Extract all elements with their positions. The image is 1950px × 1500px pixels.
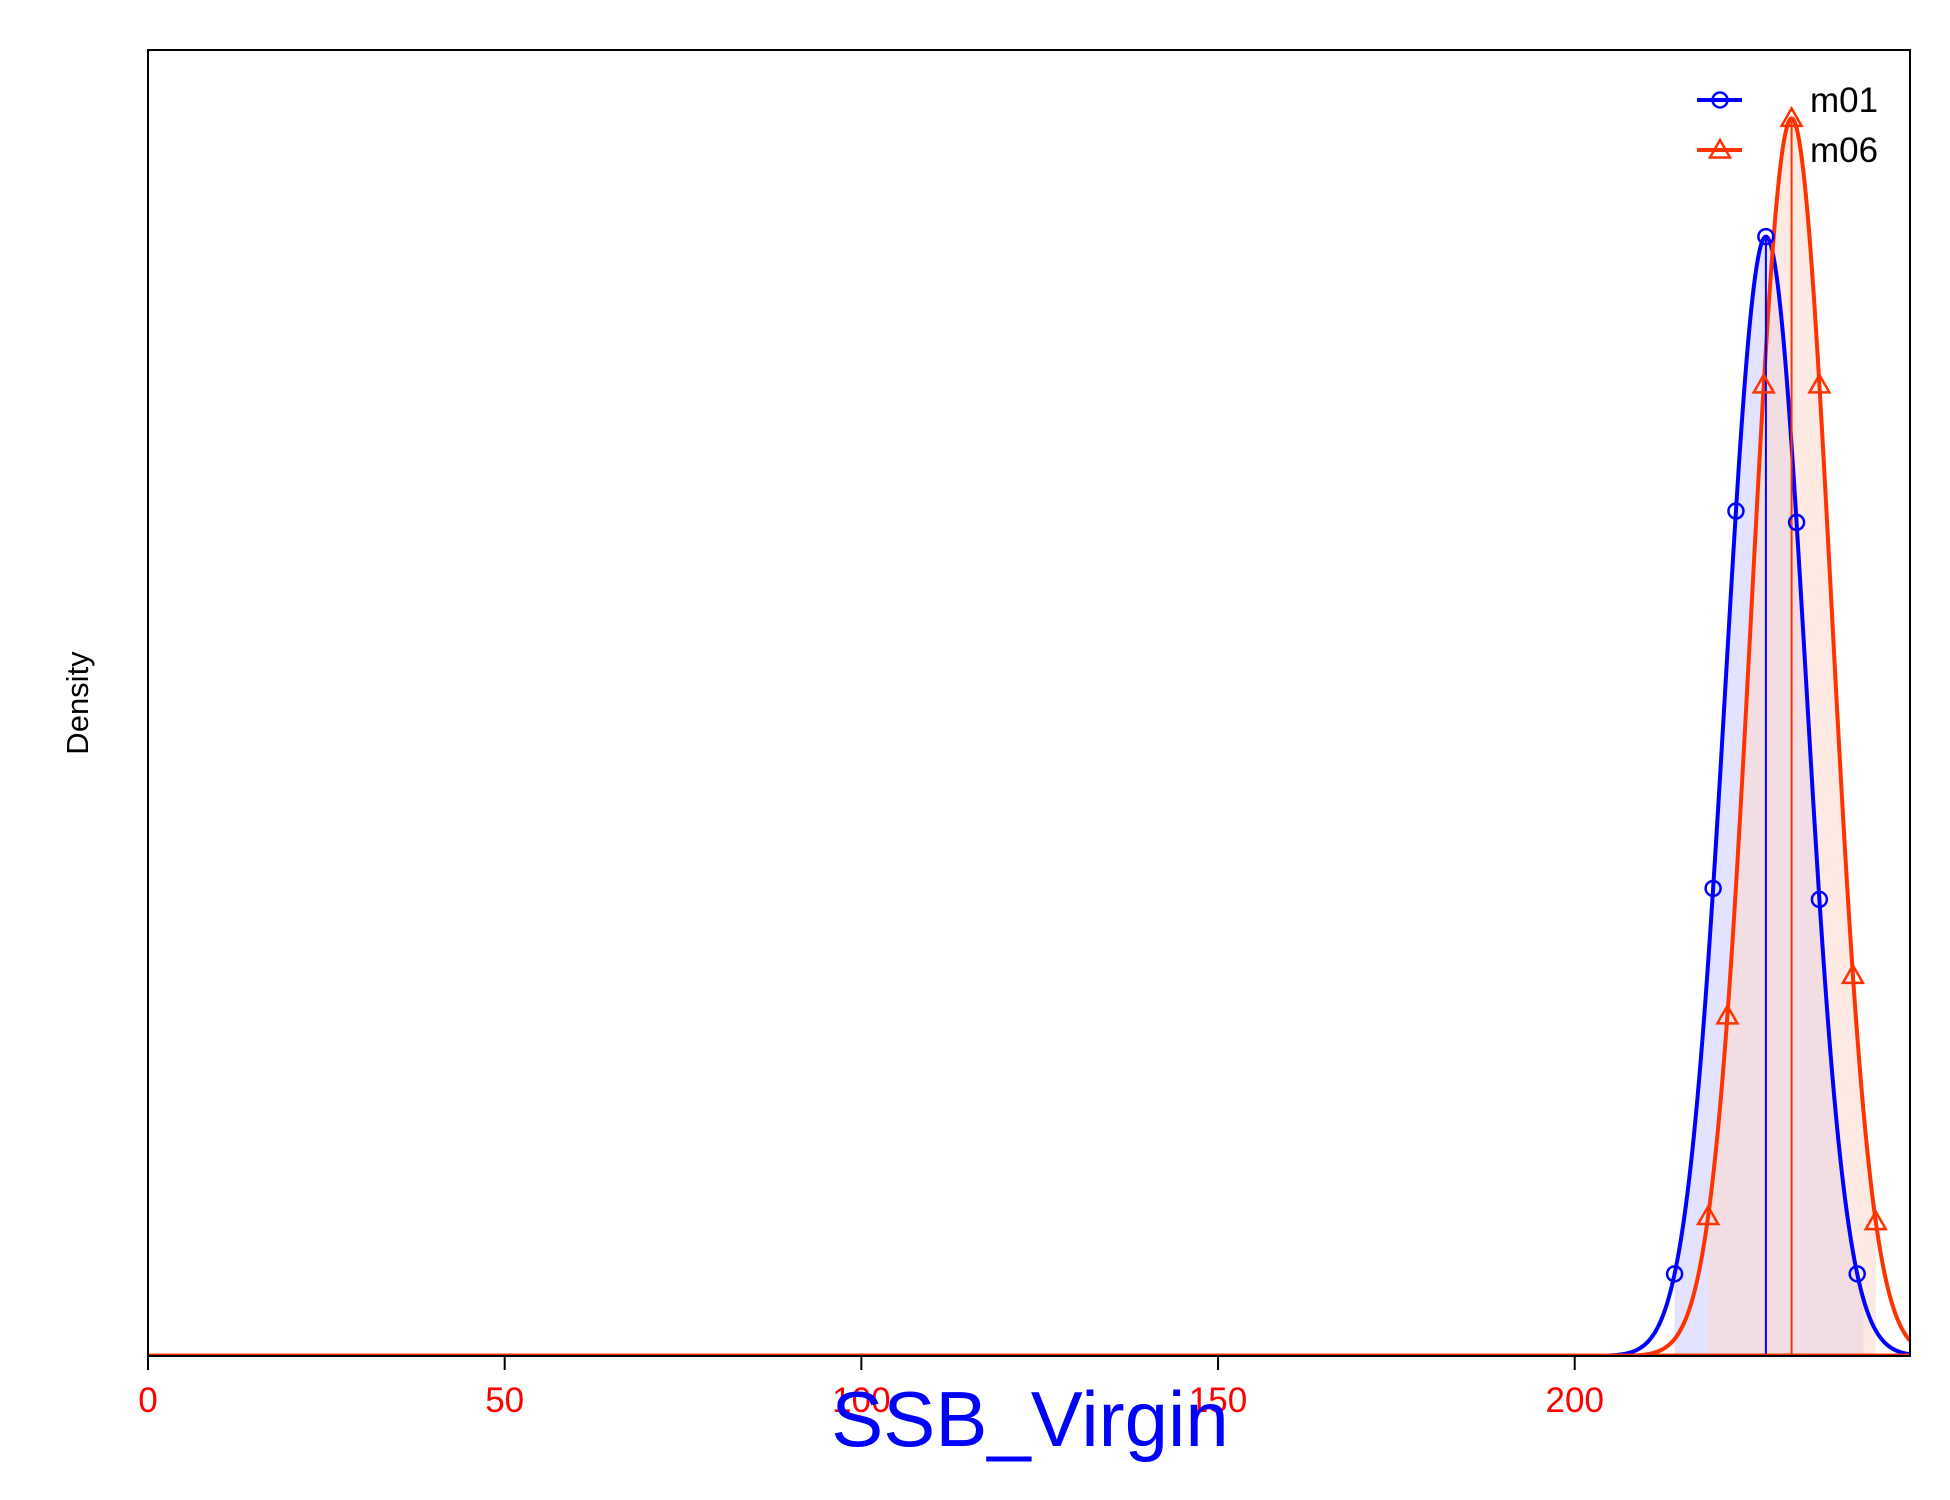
point-m06 — [1840, 962, 1866, 985]
legend-item-m01: m01 — [1697, 81, 1878, 120]
point-m01 — [1757, 227, 1775, 246]
point-m06 — [1695, 1203, 1721, 1226]
point-m06 — [1863, 1209, 1888, 1231]
x-tick-label: 100 — [832, 1381, 890, 1420]
plot-area — [148, 105, 1910, 1356]
legend-label: m01 — [1810, 81, 1878, 120]
x-tick-label: 0 — [138, 1381, 157, 1420]
density-line-m06 — [148, 116, 1910, 1356]
point-m01 — [1787, 513, 1806, 532]
legend-marker — [1711, 91, 1729, 109]
legend-marker — [1707, 137, 1733, 159]
x-tick-label: 200 — [1546, 1381, 1604, 1420]
x-tick-label: 50 — [485, 1381, 524, 1420]
x-tick-label: 150 — [1189, 1381, 1247, 1420]
point-m06 — [1807, 372, 1832, 394]
point-m01 — [1704, 879, 1722, 898]
point-m01 — [1665, 1265, 1684, 1283]
legend-item-m06: m06 — [1697, 131, 1878, 170]
point-m06 — [1751, 372, 1776, 394]
x-axis-title: SSB_Virgin — [831, 1375, 1228, 1463]
density-line-m01 — [148, 234, 1910, 1356]
point-m01 — [1727, 502, 1745, 520]
legend-label: m06 — [1810, 131, 1878, 170]
y-axis-title: Density — [60, 651, 95, 755]
point-m06 — [1779, 105, 1804, 128]
x-axis: 0 50 100 150 200 — [138, 1356, 1604, 1420]
plot-frame — [147, 49, 1911, 1357]
point-m01 — [1848, 1265, 1866, 1283]
point-m01 — [1810, 890, 1829, 909]
point-m06 — [1715, 1003, 1740, 1025]
